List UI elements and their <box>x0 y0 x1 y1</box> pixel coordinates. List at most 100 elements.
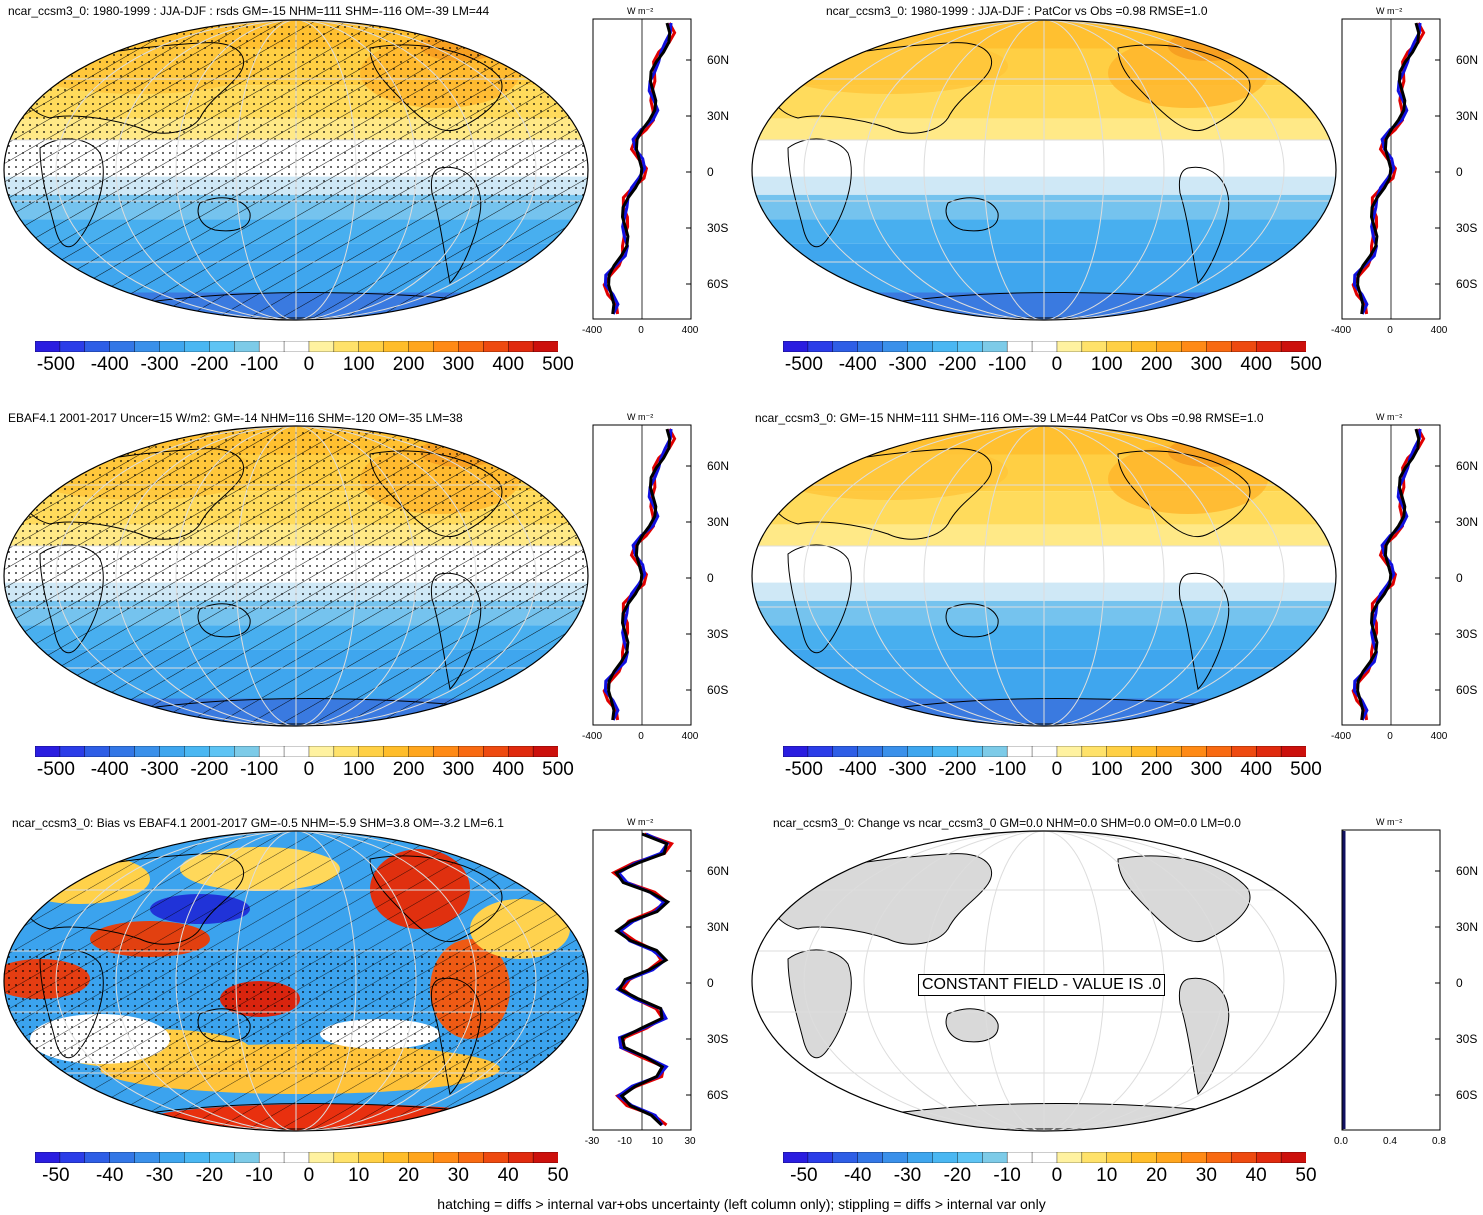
colorbar-tick-label: -10 <box>245 1165 273 1186</box>
profile-unit-label: W m⁻² <box>1376 817 1403 827</box>
colorbar-tick-label: 0 <box>1051 354 1063 375</box>
colorbar-tick-label: 40 <box>1245 1165 1267 1186</box>
latitude-label: 60S <box>707 683 729 697</box>
profile-unit-label: W m⁻² <box>1376 412 1403 422</box>
constant-field-label: CONSTANT FIELD - VALUE IS .0 <box>918 974 1166 996</box>
latitude-label: 30S <box>1456 221 1478 235</box>
zonal-profile-4 <box>1341 424 1441 726</box>
latitude-label: 60N <box>1456 53 1479 67</box>
profile-tick-label: 0 <box>1387 325 1393 336</box>
colorbar-tick-label: -50 <box>42 1165 70 1186</box>
colorbar-tick-label: 50 <box>1295 1165 1317 1186</box>
profile-tick-label: 0 <box>638 731 644 742</box>
colorbar-tick-label: -100 <box>988 354 1027 375</box>
colorbar-tick-label: 10 <box>1096 1165 1118 1186</box>
profile-unit-label: W m⁻² <box>627 412 654 422</box>
zonal-profile-5 <box>592 829 692 1131</box>
profile-tick-label: -400 <box>581 731 602 742</box>
colorbar-tick-label: 500 <box>1290 354 1322 375</box>
colorbar-tick-label: 40 <box>497 1165 519 1186</box>
latitude-label: 60N <box>1456 459 1479 473</box>
profile-tick-label: 10 <box>651 1136 663 1147</box>
profile-tick-label: -400 <box>1330 731 1351 742</box>
panel-title-3: EBAF4.1 2001-2017 Uncer=15 W/m2: GM=-14 … <box>8 411 463 425</box>
profile-tick-label: -30 <box>584 1136 600 1147</box>
colorbar-tick-label: 50 <box>547 1165 569 1186</box>
colorbar-tick-label: 30 <box>447 1165 469 1186</box>
panel-title-5: ncar_ccsm3_0: Bias vs EBAF4.1 2001-2017 … <box>12 816 504 830</box>
colorbar-4 <box>783 746 1306 757</box>
latitude-label: 30S <box>707 221 729 235</box>
map-panel-1 <box>3 19 589 321</box>
colorbar-tick-label: -40 <box>843 1165 872 1186</box>
colorbar-tick-label: 100 <box>342 759 375 780</box>
colorbar-tick-label: 20 <box>1145 1165 1168 1186</box>
colorbar-tick-label: -500 <box>784 759 823 780</box>
latitude-label: 30N <box>1456 515 1479 529</box>
profile-tick-label: 0 <box>1387 731 1393 742</box>
colorbar-tick-label: 100 <box>342 354 375 375</box>
colorbar-tick-label: -200 <box>190 759 229 780</box>
latitude-label: 60S <box>707 1088 729 1102</box>
map-panel-5 <box>3 830 589 1132</box>
colorbar-tick-label: -40 <box>95 1165 124 1186</box>
footnote: hatching = diffs > internal var+obs unce… <box>437 1196 1046 1212</box>
panel-title-6: ncar_ccsm3_0: Change vs ncar_ccsm3_0 GM=… <box>773 816 1241 830</box>
colorbar-5 <box>35 1152 558 1163</box>
zonal-profile-2 <box>1341 18 1441 320</box>
latitude-label: 30S <box>1456 627 1478 641</box>
latitude-label: 60S <box>1456 683 1478 697</box>
profile-tick-label: 400 <box>1430 731 1448 742</box>
colorbar-tick-label: -300 <box>140 759 179 780</box>
colorbar-tick-label: -500 <box>784 354 823 375</box>
colorbar-tick-label: 200 <box>392 354 425 375</box>
colorbar-tick-label: 300 <box>442 759 475 780</box>
latitude-label: 0 <box>707 571 714 585</box>
panel-title-4: ncar_ccsm3_0: GM=-15 NHM=111 SHM=-116 OM… <box>755 411 1264 425</box>
map-panel-4 <box>751 425 1337 727</box>
latitude-label: 0 <box>1456 976 1463 990</box>
latitude-label: 0 <box>707 976 714 990</box>
colorbar-tick-label: 0 <box>303 354 315 375</box>
colorbar-tick-label: 0 <box>1051 1165 1063 1186</box>
latitude-label: 60N <box>1456 864 1479 878</box>
colorbar-tick-label: 300 <box>442 354 475 375</box>
profile-tick-label: 0.4 <box>1383 1136 1397 1147</box>
colorbar-tick-label: -200 <box>938 759 977 780</box>
colorbar-tick-label: -100 <box>988 759 1027 780</box>
colorbar-tick-label: 0 <box>1051 759 1063 780</box>
latitude-label: 60N <box>707 53 730 67</box>
colorbar-tick-label: 200 <box>1140 354 1173 375</box>
colorbar-2 <box>783 341 1306 352</box>
latitude-label: 60S <box>1456 277 1478 291</box>
latitude-label: 60S <box>1456 1088 1478 1102</box>
zonal-profile-3 <box>592 424 692 726</box>
colorbar-tick-label: -400 <box>838 354 877 375</box>
colorbar-tick-label: 200 <box>1140 759 1173 780</box>
colorbar-tick-label: 400 <box>1240 759 1273 780</box>
panel-title-1: ncar_ccsm3_0: 1980-1999 : JJA-DJF : rsds… <box>8 4 490 18</box>
colorbar-tick-label: -400 <box>90 354 129 375</box>
latitude-label: 30S <box>1456 1032 1478 1046</box>
colorbar-tick-label: 500 <box>1290 759 1322 780</box>
colorbar-tick-label: 0 <box>303 759 315 780</box>
colorbar-tick-label: -400 <box>90 759 129 780</box>
colorbar-tick-label: -30 <box>145 1165 174 1186</box>
colorbar-tick-label: 400 <box>492 759 525 780</box>
latitude-label: 0 <box>1456 571 1463 585</box>
latitude-label: 30N <box>707 920 730 934</box>
latitude-label: 0 <box>1456 165 1463 179</box>
colorbar-tick-label: -100 <box>240 354 279 375</box>
colorbar-tick-label: 0 <box>303 1165 315 1186</box>
zonal-profile-1 <box>592 18 692 320</box>
colorbar-tick-label: 400 <box>1240 354 1273 375</box>
latitude-label: 30N <box>1456 920 1479 934</box>
map-panel-3 <box>3 425 589 727</box>
colorbar-tick-label: -500 <box>36 354 75 375</box>
colorbar-3 <box>35 746 558 757</box>
profile-tick-label: 400 <box>1430 325 1448 336</box>
colorbar-tick-label: 30 <box>1195 1165 1217 1186</box>
colorbar-tick-label: -200 <box>938 354 977 375</box>
colorbar-tick-label: 300 <box>1190 354 1223 375</box>
colorbar-tick-label: 300 <box>1190 759 1223 780</box>
